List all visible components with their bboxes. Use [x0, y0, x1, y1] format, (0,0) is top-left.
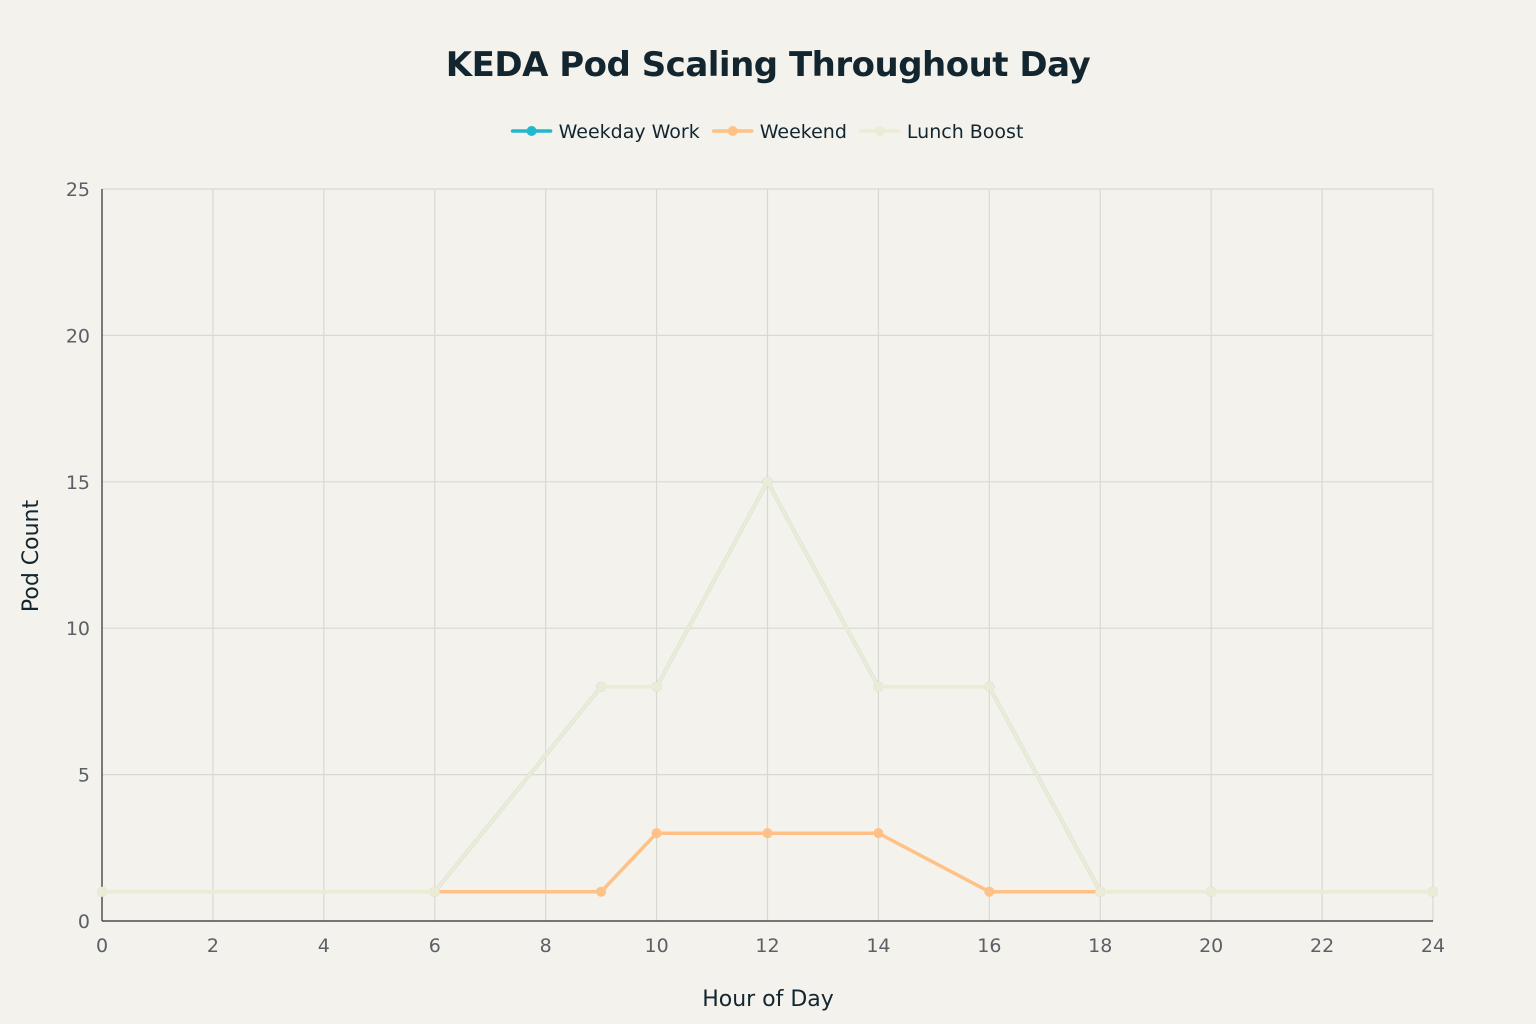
- legend-swatch-marker: [526, 126, 537, 136]
- x-tick-label: 16: [977, 935, 1001, 957]
- legend-label: Weekday Work: [559, 121, 700, 143]
- legend-item-weekday-work: Weekday Work: [510, 121, 700, 143]
- data-point-weekend: [984, 886, 995, 897]
- grid: [102, 188, 1434, 921]
- x-axis-label: Hour of Day: [702, 987, 834, 1012]
- data-point-lunch-boost: [984, 681, 995, 692]
- y-tick-label: 10: [66, 618, 90, 640]
- data-point-lunch-boost: [873, 681, 884, 692]
- data-point-weekend: [762, 828, 773, 839]
- y-tick-label: 25: [66, 179, 90, 201]
- x-tick-label: 24: [1421, 935, 1445, 957]
- y-tick-label: 0: [78, 911, 90, 933]
- x-tick-label: 14: [866, 935, 890, 957]
- series-layer: [97, 476, 1438, 897]
- y-tick-label: 5: [78, 765, 90, 787]
- y-axis-ticks: 0 5 10 15 20 25: [66, 179, 90, 933]
- legend: Weekday Work Weekend Lunch Boost: [510, 121, 1024, 143]
- x-tick-label: 2: [207, 935, 219, 957]
- data-point-lunch-boost: [429, 886, 440, 897]
- data-point-lunch-boost: [1206, 886, 1217, 897]
- x-tick-label: 6: [429, 935, 441, 957]
- x-tick-label: 0: [96, 935, 108, 957]
- series-lunch-boost: [97, 476, 1438, 897]
- x-tick-label: 10: [644, 935, 668, 957]
- legend-item-lunch-boost: Lunch Boost: [859, 121, 1024, 143]
- data-point-lunch-boost: [1428, 886, 1438, 897]
- data-point-weekend: [596, 886, 607, 897]
- x-axis-ticks: 0 2 4 6 8 10 12 14 16 18 20 22 24: [96, 935, 1445, 957]
- legend-label: Lunch Boost: [907, 121, 1024, 143]
- x-tick-label: 20: [1199, 935, 1223, 957]
- legend-label: Weekend: [760, 121, 847, 143]
- series-line-lunch-boost: [100, 480, 1435, 894]
- data-point-lunch-boost: [596, 681, 607, 692]
- x-tick-label: 12: [755, 935, 779, 957]
- x-tick-label: 18: [1088, 935, 1112, 957]
- y-tick-label: 15: [66, 472, 90, 494]
- data-point-weekend: [873, 828, 884, 839]
- y-tick-label: 20: [66, 325, 90, 347]
- legend-swatch-marker: [874, 126, 885, 136]
- legend-swatch-marker: [727, 126, 738, 136]
- y-axis-label: Pod Count: [19, 500, 44, 613]
- data-point-lunch-boost: [1095, 886, 1106, 897]
- x-tick-label: 22: [1310, 935, 1334, 957]
- data-point-lunch-boost: [762, 476, 773, 487]
- axes: [101, 189, 1433, 922]
- x-tick-label: 4: [318, 935, 330, 957]
- data-point-lunch-boost: [651, 681, 662, 692]
- data-point-lunch-boost: [97, 886, 107, 897]
- x-tick-label: 8: [540, 935, 552, 957]
- chart-title: KEDA Pod Scaling Throughout Day: [446, 45, 1091, 85]
- data-point-weekend: [651, 828, 662, 839]
- legend-item-weekend: Weekend: [711, 121, 847, 143]
